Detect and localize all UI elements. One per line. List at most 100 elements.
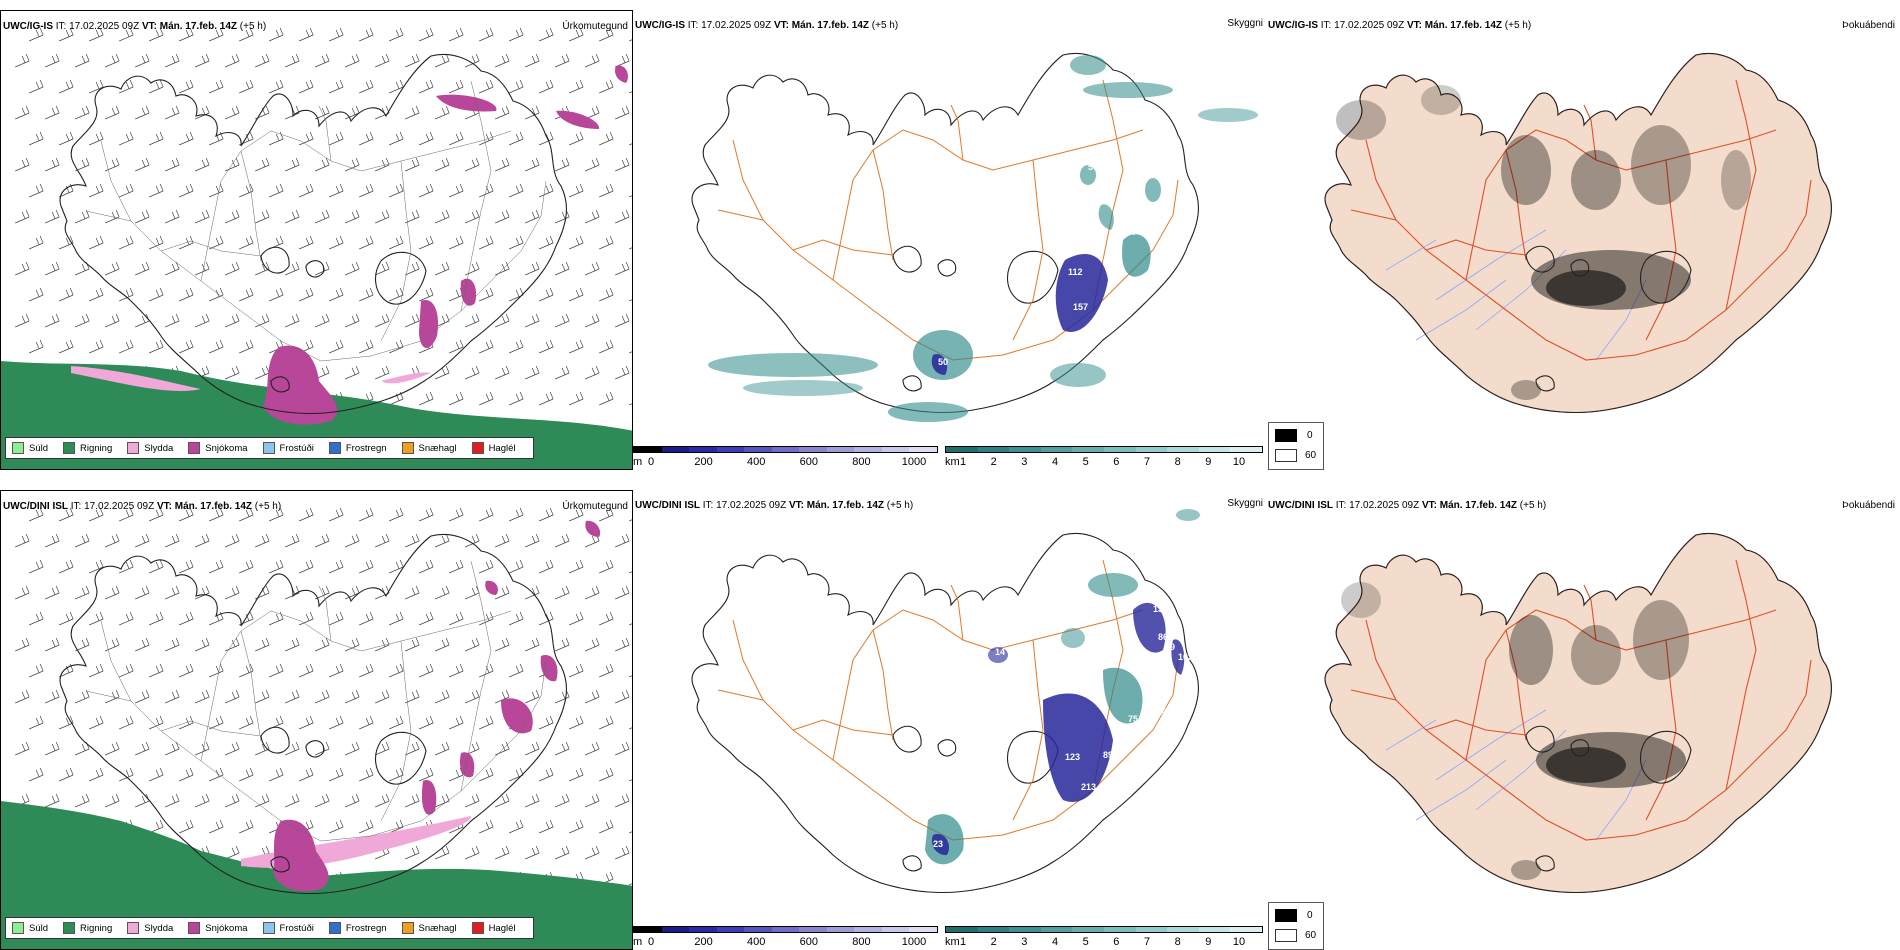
wind-barb [59,339,74,354]
wind-barb [525,313,540,328]
colorbar-tick: 6 [1113,936,1120,948]
wind-barb [569,339,584,354]
wind-barb [405,845,420,860]
wind-barb [149,235,164,250]
wind-barb [419,391,434,406]
wind-barb [315,793,330,808]
wind-barb [555,53,570,68]
wind-barb [405,741,420,756]
wind-barb [569,819,584,834]
wind-barb [299,27,314,42]
wind-barb [165,53,180,68]
wind-barb [569,235,584,250]
legend-label: Rigning [80,922,113,934]
wind-barb [15,209,30,224]
wind-barb [435,793,450,808]
wind-barb [465,533,480,548]
ceiling-colorbar: m 0 200 400 600 800 1000 [633,926,943,950]
visibility-value: 123 [1065,752,1080,762]
wind-barb [555,845,570,860]
colorbar-tick: 1 [959,456,967,468]
legend-label: Snjókoma [205,922,248,934]
wind-barb [225,261,240,276]
roads [1350,559,1812,841]
iceland-outline [59,53,567,414]
wind-barb [629,675,632,678]
wind-barb [585,313,600,328]
wind-barb [375,53,390,68]
wind-barb [209,507,224,522]
iceland-outline [691,532,1199,893]
wind-barb [359,767,374,782]
wind-barb [45,689,60,704]
colorbar-tick: 400 [747,936,766,948]
colorbar-tick: 4 [1051,456,1059,468]
legend-label: Slydda [144,442,174,454]
wind-barb [89,663,104,678]
wind-barb [149,131,164,146]
wind-barb [345,585,360,600]
wind-barb [435,845,450,860]
wind-barb [539,611,554,626]
wind-barb [449,79,464,94]
wind-barb [135,53,150,68]
wind-barb [405,637,420,652]
panel-type-label: Þokuábendi [1842,20,1895,31]
wind-barb [135,313,150,328]
colorbar-tick: 1000 [901,456,927,468]
visibility-panel-dini: 23 123 89 75 102 213 136 86 59 103 14 UWC/DINI ISL… [633,490,1266,950]
wind-barb [599,235,614,250]
wind-barb [585,261,600,276]
legend-swatch [63,442,76,454]
wind-barb [75,209,90,224]
wind-barb [89,79,104,94]
wind-barb [569,767,584,782]
snow-area [460,278,477,306]
wind-barb [389,235,404,250]
colorbar-tick: 7 [1143,936,1151,948]
wind-barb [555,637,570,652]
wind-barb [15,105,30,120]
rain-area [1,801,632,949]
wind-barb [135,793,150,808]
wind-barb [435,741,450,756]
wind-barb [59,183,74,198]
wind-barb [179,715,194,730]
precip-map [1,507,632,949]
wind-barb [89,767,104,782]
visibility-value: 136 [1153,604,1168,614]
iceland-outline [1324,52,1832,413]
wind-barb [239,663,254,678]
wind-barb [585,365,600,380]
wind-barb [119,715,134,730]
wind-barb [449,559,464,574]
wind-barb [539,767,554,782]
wind-barb [165,105,180,120]
wind-barb [449,391,464,406]
wind-barb [405,105,420,120]
wind-barb [615,313,630,328]
legend-item: Snjókoma [188,442,248,454]
wind-barb [239,507,254,522]
wind-barb [15,533,30,548]
wind-barb [299,715,314,730]
wind-barb [555,793,570,808]
wind-barb [255,157,270,172]
wind-barb [179,235,194,250]
wind-barb [285,741,300,756]
wind-barb [119,79,134,94]
wind-barb [89,183,104,198]
wind-barb [75,585,90,600]
wind-barb [269,287,284,302]
wind-barb [29,663,44,678]
legend-label: Súld [29,922,49,934]
visibility-value: 14 [995,647,1005,657]
wind-barb [585,689,600,704]
wind-barb [629,39,632,42]
wind-barb [479,79,494,94]
wind-barb [59,767,74,782]
wind-barb [119,131,134,146]
wind-barb [329,611,344,626]
wind-barb [539,79,554,94]
